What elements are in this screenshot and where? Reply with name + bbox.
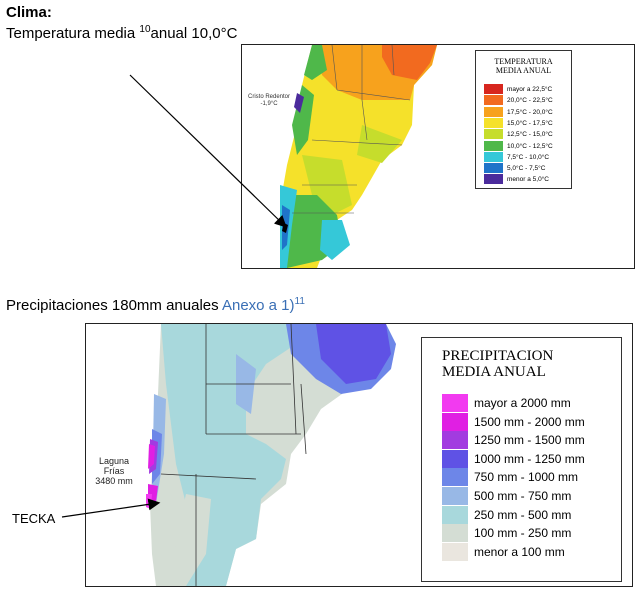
precipitation-legend-item: menor a 100 mm	[442, 542, 565, 562]
legend-swatch	[484, 174, 503, 185]
legend-swatch	[484, 163, 503, 174]
legend-label: menor a 5,0°C	[507, 176, 549, 184]
precipitation-legend-item: 1000 mm - 1250 mm	[442, 449, 585, 469]
cristo-redentor-label: Cristo Redentor -1,9°C	[244, 94, 294, 108]
temperature-legend-item: 17,5°C - 20,0°C	[484, 106, 553, 118]
legend-swatch	[484, 106, 503, 117]
legend-title-line-2: MEDIA ANUAL	[495, 66, 552, 75]
legend-swatch	[484, 140, 503, 151]
clima-heading: Clima:	[6, 4, 52, 21]
anexo-link[interactable]: Anexo a 1)	[221, 297, 295, 314]
legend-swatch	[442, 542, 468, 561]
temperature-legend-item: 12,5°C - 15,0°C	[484, 129, 553, 140]
station-value: -1,9°C	[260, 101, 278, 107]
temperature-map-graphic	[280, 45, 437, 268]
precipitation-legend-item: 750 mm - 1000 mm	[442, 468, 578, 487]
legend-label: 1500 mm - 2000 mm	[474, 414, 585, 429]
temperature-value: anual 10,0°C	[150, 25, 238, 42]
legend-label: mayor a 2000 mm	[474, 396, 571, 410]
legend-title-line-1: PRECIPITACION	[442, 348, 554, 364]
temperature-text: Temperatura media	[6, 25, 140, 42]
precipitation-legend-item: 100 mm - 250 mm	[442, 524, 571, 543]
legend-swatch	[442, 468, 468, 487]
footnote-11[interactable]: 11	[294, 296, 305, 307]
footnote-10[interactable]: 10	[139, 24, 151, 35]
legend-label: mayor a 22,5°C	[507, 86, 553, 93]
temperature-map: Cristo Redentor -1,9°C TEMPERATURA MEDIA…	[241, 44, 635, 269]
legend-swatch	[484, 129, 503, 140]
temperature-legend-item: menor a 5,0°C	[484, 174, 549, 185]
legend-swatch	[442, 412, 468, 431]
legend-title-line-1: TEMPERATURA	[494, 57, 553, 66]
legend-swatch	[484, 117, 503, 128]
legend-label: 20,0°C - 22,5°C	[507, 97, 553, 105]
legend-label: 15,0°C - 17,5°C	[507, 119, 553, 127]
temperature-line: Temperatura media 10anual 10,0°C	[6, 24, 237, 42]
temperature-legend: TEMPERATURA MEDIA ANUAL mayor a 22,5°C 20…	[475, 50, 572, 189]
precipitation-legend-item: 1500 mm - 2000 mm	[442, 412, 585, 432]
precipitation-legend-item: mayor a 2000 mm	[442, 394, 571, 413]
temperature-legend-item: 10,0°C - 12,5°C	[484, 140, 553, 152]
legend-swatch	[442, 449, 468, 468]
legend-label: 10,0°C - 12,5°C	[507, 142, 553, 150]
legend-label: 250 mm - 500 mm	[474, 507, 572, 522]
legend-label: 7,5°C - 10,0°C	[507, 153, 550, 161]
precipitation-legend-item: 500 mm - 750 mm	[442, 487, 571, 506]
temperature-legend-item: mayor a 22,5°C	[484, 84, 552, 95]
legend-label: 500 mm - 750 mm	[474, 489, 572, 503]
legend-label: 12,5°C - 15,0°C	[507, 131, 553, 139]
precipitation-legend: PRECIPITACION MEDIA ANUAL mayor a 2000 m…	[421, 337, 622, 582]
legend-label: 5,0°C - 7,5°C	[507, 165, 546, 173]
legend-label: 1000 mm - 1250 mm	[474, 451, 585, 466]
station-value: 3480 mm	[95, 476, 133, 486]
station-name: Laguna Frías	[98, 456, 130, 476]
legend-swatch	[442, 505, 468, 524]
legend-label: 750 mm - 1000 mm	[474, 470, 579, 485]
precipitation-line: Precipitaciones 180mm anuales Anexo a 1)…	[6, 296, 305, 314]
temperature-legend-item: 5,0°C - 7,5°C	[484, 163, 545, 174]
legend-swatch	[442, 394, 468, 412]
temperature-legend-item: 15,0°C - 17,5°C	[484, 117, 553, 129]
precipitation-text: Precipitaciones 180mm anuales	[6, 297, 222, 314]
legend-swatch	[484, 95, 503, 106]
laguna-frias-label: Laguna Frías 3480 mm	[88, 456, 140, 486]
legend-swatch	[484, 84, 503, 94]
legend-title-line-2: MEDIA ANUAL	[442, 364, 546, 380]
legend-swatch	[484, 151, 503, 162]
precipitation-map-graphic	[146, 324, 396, 586]
tecka-label: TECKA	[12, 511, 56, 526]
legend-label: 17,5°C - 20,0°C	[507, 108, 553, 116]
legend-label: menor a 100 mm	[474, 544, 565, 559]
temperature-legend-item: 7,5°C - 10,0°C	[484, 151, 550, 163]
precipitation-legend-title: PRECIPITACION MEDIA ANUAL	[442, 348, 553, 380]
legend-swatch	[442, 487, 468, 505]
legend-label: 1250 mm - 1500 mm	[474, 433, 585, 448]
legend-label: 100 mm - 250 mm	[474, 526, 572, 541]
precipitation-legend-item: 250 mm - 500 mm	[442, 505, 572, 525]
temperature-legend-title: TEMPERATURA MEDIA ANUAL	[476, 57, 571, 75]
temperature-legend-item: 20,0°C - 22,5°C	[484, 95, 553, 106]
legend-swatch	[442, 431, 468, 450]
precipitation-legend-item: 1250 mm - 1500 mm	[442, 431, 585, 450]
precipitation-map: Laguna Frías 3480 mm PRECIPITACION MEDIA…	[85, 323, 633, 587]
station-name: Cristo Redentor	[247, 94, 291, 100]
legend-swatch	[442, 524, 468, 543]
